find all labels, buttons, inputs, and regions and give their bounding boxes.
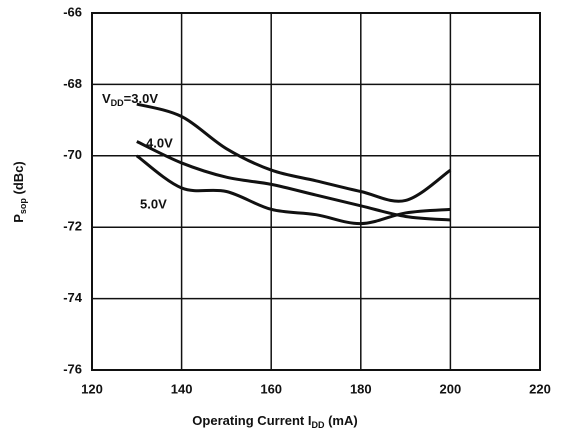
y-tick-label: -74 <box>63 290 83 305</box>
y-axis-label: Psop (dBc) <box>11 161 28 223</box>
x-tick-label: 160 <box>260 381 282 396</box>
y-tick-label: -70 <box>63 147 82 162</box>
series-line <box>136 140 451 222</box>
series-line <box>136 102 452 203</box>
x-tick-label: 200 <box>440 381 462 396</box>
series-label: VDD=3.0V <box>102 91 158 108</box>
y-tick-label: -68 <box>63 76 82 91</box>
x-tick-label: 120 <box>81 381 103 396</box>
y-tick-label: -72 <box>63 219 82 234</box>
x-tick-label: 180 <box>350 381 372 396</box>
series-line <box>135 154 451 226</box>
plot-frame <box>91 12 541 371</box>
series-label: 5.0V <box>140 196 167 211</box>
series-label: 4.0V <box>146 135 173 150</box>
x-tick-label: 140 <box>171 381 193 396</box>
y-tick-label: -76 <box>63 361 82 376</box>
x-axis-label: Operating Current IDD (mA) <box>192 413 357 430</box>
x-tick-label: 220 <box>529 381 551 396</box>
y-tick-label: -66 <box>63 4 82 19</box>
